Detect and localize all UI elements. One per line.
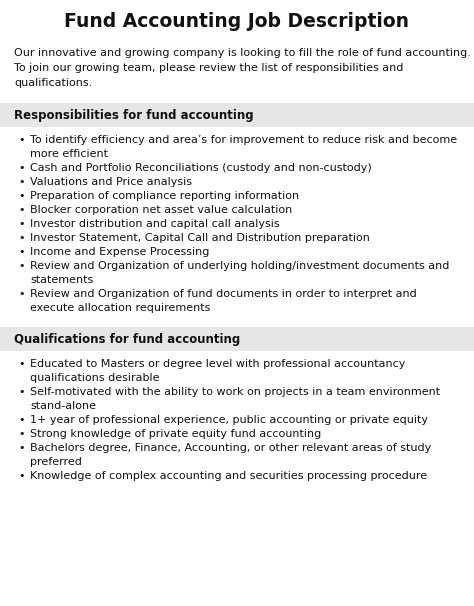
Text: Investor distribution and capital call analysis: Investor distribution and capital call a… (30, 219, 280, 229)
Text: Valuations and Price analysis: Valuations and Price analysis (30, 177, 192, 187)
Text: qualifications.: qualifications. (14, 78, 92, 88)
Text: Self-motivated with the ability to work on projects in a team environment: Self-motivated with the ability to work … (30, 387, 440, 397)
Text: •: • (18, 289, 25, 299)
Text: Our innovative and growing company is looking to fill the role of fund accountin: Our innovative and growing company is lo… (14, 48, 471, 58)
Bar (0, 103, 474, 127)
Text: •: • (18, 471, 25, 481)
Text: To identify efficiency and area’s for improvement to reduce risk and become: To identify efficiency and area’s for im… (30, 135, 457, 145)
Text: •: • (18, 443, 25, 453)
Text: Blocker corporation net asset value calculation: Blocker corporation net asset value calc… (30, 205, 292, 215)
Text: •: • (18, 163, 25, 173)
Text: Strong knowledge of private equity fund accounting: Strong knowledge of private equity fund … (30, 429, 321, 439)
Text: Fund Accounting Job Description: Fund Accounting Job Description (64, 12, 410, 31)
Text: Cash and Portfolio Reconciliations (custody and non-custody): Cash and Portfolio Reconciliations (cust… (30, 163, 372, 173)
Text: •: • (18, 415, 25, 425)
Text: execute allocation requirements: execute allocation requirements (30, 303, 210, 313)
Text: statements: statements (30, 275, 93, 285)
Text: •: • (18, 191, 25, 201)
Text: Qualifications for fund accounting: Qualifications for fund accounting (14, 333, 240, 345)
Text: •: • (18, 135, 25, 145)
Text: •: • (18, 219, 25, 229)
Text: •: • (18, 233, 25, 243)
Text: preferred: preferred (30, 457, 82, 467)
Text: •: • (18, 429, 25, 439)
Text: •: • (18, 387, 25, 397)
Text: more efficient: more efficient (30, 149, 108, 159)
Text: •: • (18, 247, 25, 257)
Text: stand-alone: stand-alone (30, 401, 96, 411)
Text: Educated to Masters or degree level with professional accountancy: Educated to Masters or degree level with… (30, 359, 405, 369)
Text: To join our growing team, please review the list of responsibilities and: To join our growing team, please review … (14, 63, 403, 73)
Text: Preparation of compliance reporting information: Preparation of compliance reporting info… (30, 191, 299, 201)
Text: Review and Organization of fund documents in order to interpret and: Review and Organization of fund document… (30, 289, 417, 299)
Text: Review and Organization of underlying holding/investment documents and: Review and Organization of underlying ho… (30, 261, 449, 271)
Text: Bachelors degree, Finance, Accounting, or other relevant areas of study: Bachelors degree, Finance, Accounting, o… (30, 443, 431, 453)
Text: Responsibilities for fund accounting: Responsibilities for fund accounting (14, 108, 254, 121)
Text: •: • (18, 261, 25, 271)
Bar (0, 327, 474, 351)
Text: Investor Statement, Capital Call and Distribution preparation: Investor Statement, Capital Call and Dis… (30, 233, 370, 243)
Text: Income and Expense Processing: Income and Expense Processing (30, 247, 210, 257)
Text: •: • (18, 177, 25, 187)
Text: 1+ year of professional experience, public accounting or private equity: 1+ year of professional experience, publ… (30, 415, 428, 425)
Text: •: • (18, 205, 25, 215)
Text: Knowledge of complex accounting and securities processing procedure: Knowledge of complex accounting and secu… (30, 471, 427, 481)
Text: •: • (18, 359, 25, 369)
Text: qualifications desirable: qualifications desirable (30, 373, 159, 383)
